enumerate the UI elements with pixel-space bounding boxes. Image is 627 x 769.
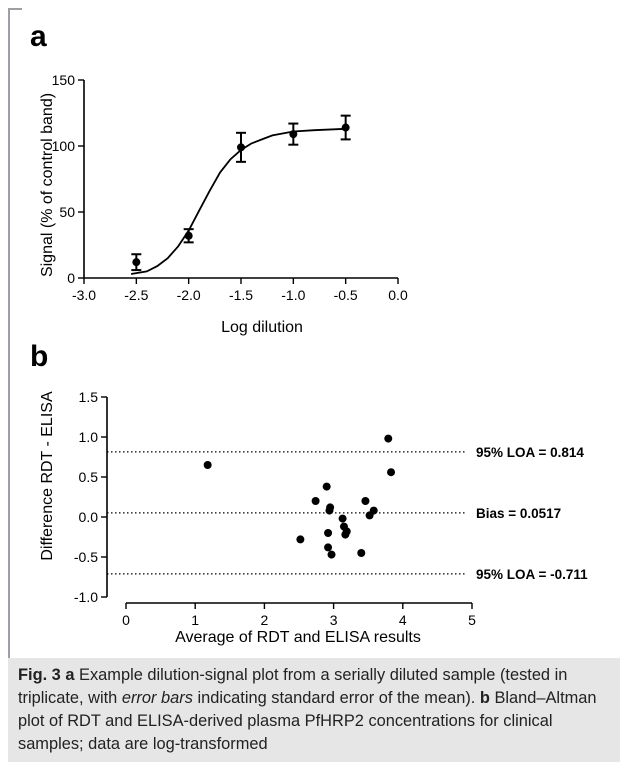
caption-italic-text: error bars [121,689,193,707]
caption-fig-label: Fig. 3 [18,666,61,684]
panel-a-data-point [184,231,193,240]
figure-caption: Fig. 3 a Example dilution-signal plot fr… [8,658,620,762]
panel-a-y-label: Signal (% of control band) [39,93,56,277]
panel-a-y-tick-label: 50 [59,204,75,220]
panel-a-x-tick-label: -0.5 [334,287,358,303]
frame-top-border [8,8,22,10]
panel-b-reference-label: Bias = 0.0517 [476,506,561,521]
frame-left-border [8,8,10,748]
panel-b-x-tick-label: 1 [191,612,199,628]
panel-b-data-point [327,550,336,559]
panel-b-data-point [203,461,212,469]
panel-a-x-label: Log dilution [221,319,303,336]
caption-a-label: a [65,666,75,684]
panel-a-x-tick-label: -2.5 [124,287,148,303]
panel-b-y-tick-label: -1.0 [74,589,98,605]
panel-b-data-point [338,514,347,523]
panel-b-data-point [361,497,370,505]
panel-b-x-tick-label: 5 [468,612,476,628]
panel-a-y-tick-label: 0 [67,270,75,286]
caption-b-label: b [479,689,490,707]
panel-b-y-tick-label: -0.5 [74,549,98,565]
caption-text-3: Bland–Altman plot of RDT and ELISA-deriv… [18,689,597,753]
panel-b-data-point [369,506,378,515]
panel-b-points [203,434,396,559]
panel-b-y-label: Difference RDT - ELISA [39,391,56,561]
panel-b-reference-label: 95% LOA = 0.814 [476,445,584,460]
panel-a-fit-curve [130,127,346,275]
panel-a-y-ticks: 0 50 100 150 [52,72,84,286]
panel-a-label: a [30,20,47,53]
panel-a-data-point [237,143,245,152]
panel-a-x-tick-label: 0.0 [388,287,408,303]
panel-b-reference-lines: 95% LOA = 0.814 Bias = 0.0517 95% LOA = -0… [107,445,588,582]
panel-b-data-point [384,434,393,443]
panel-b-data-point [324,543,333,552]
panel-b-y-tick-label: 1.5 [79,389,99,405]
panel-b-data-point [322,482,331,491]
panel-b-y-tick-label: 1.0 [79,429,99,445]
panel-a-x-tick-label: -1.5 [229,287,253,303]
panel-a-data-point [289,130,298,139]
panel-b: b 0 1 2 3 4 5 -1.0 -0.5 0.0 0.5 1.0 1.5 95% LOA = … [30,340,588,646]
panel-a-y-tick-label: 150 [52,72,76,88]
panel-a-data-point [341,123,350,132]
panel-b-data-point [324,529,333,537]
panel-b-x-ticks: 0 1 2 3 4 5 [122,603,476,628]
panel-b-reference-label: 95% LOA = -0.711 [476,567,588,582]
panel-a-x-ticks: -3.0 -2.5 -2.0 -1.5 -1.0 -0.5 0.0 [72,278,408,303]
panel-b-y-tick-label: 0.0 [79,509,99,525]
panel-b-x-tick-label: 4 [399,612,407,628]
panel-b-data-point [311,497,320,505]
caption-text-2: indicating standard error of the mean). [192,689,480,707]
caption-text-1: Example dilution-signal plot from a seri… [18,666,568,707]
panel-b-x-tick-label: 3 [330,612,338,628]
panel-a-x-tick-label: -3.0 [72,287,96,303]
panel-b-label: b [30,340,48,373]
panel-a-data-point [132,258,141,267]
panel-b-x-tick-label: 2 [261,612,269,628]
panel-b-data-point [296,535,305,544]
panel-a-x-tick-label: -1.0 [281,287,305,303]
panel-b-x-label: Average of RDT and ELISA results [175,629,421,646]
panel-a-x-tick-label: -2.0 [177,287,201,303]
panel-b-x-tick-label: 0 [122,612,130,628]
panel-b-data-point [357,549,366,557]
panel-a-points [131,114,351,272]
panel-a: a -3.0 -2.5 -2.0 -1.5 -1.0 -0.5 0.0 050100150 … [30,20,408,336]
panel-b-data-point [387,468,396,477]
panel-b-y-ticks: -1.0 -0.5 0.0 0.5 1.0 1.5 [74,389,107,605]
panel-b-y-tick-label: 0.5 [79,469,99,485]
panel-a-y-tick-label: 100 [52,138,76,154]
panel-b-data-point [342,527,351,536]
panel-b-data-point [326,503,335,512]
